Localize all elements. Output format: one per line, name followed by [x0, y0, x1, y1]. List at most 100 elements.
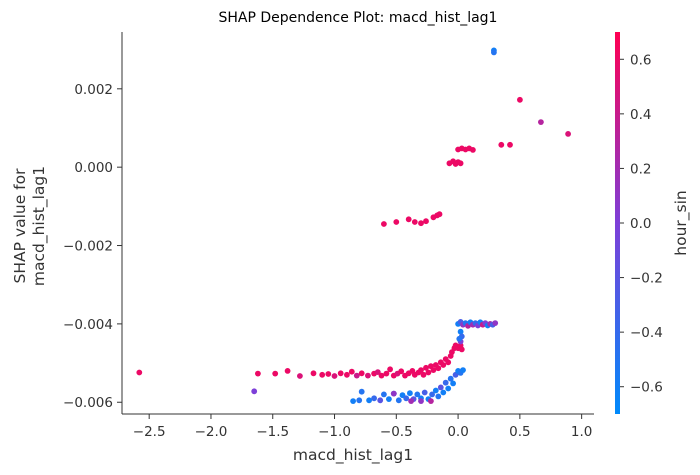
data-point [374, 369, 381, 375]
data-point [371, 395, 377, 402]
x-tick-label: 0.0 [447, 424, 468, 440]
data-point [378, 372, 385, 379]
y-tick-label: −0.002 [63, 239, 113, 255]
data-point [387, 366, 393, 373]
data-point [440, 362, 447, 368]
x-tick-label: 0.5 [509, 424, 530, 440]
data-point [498, 141, 505, 148]
data-point [507, 141, 513, 148]
data-point [420, 371, 427, 378]
data-point [366, 397, 372, 404]
colorbar-ticks: −0.6 −0.4 −0.2 0.0 0.2 0.4 0.6 [620, 52, 663, 396]
data-point [381, 221, 387, 227]
chart-title: SHAP Dependence Plot: macd_hist_lag1 [219, 10, 498, 26]
data-point [423, 218, 429, 225]
data-point [407, 390, 413, 397]
colorbar [615, 32, 620, 414]
data-point [381, 391, 387, 398]
data-point [325, 371, 332, 377]
x-tick-label: −1.5 [256, 424, 289, 440]
data-point [310, 370, 317, 377]
data-point [447, 375, 454, 382]
data-point [356, 397, 363, 404]
data-point [460, 367, 466, 373]
data-point [377, 397, 384, 404]
data-point [348, 368, 355, 375]
y-tick-label: 0.000 [74, 160, 113, 176]
data-point [456, 335, 463, 342]
data-point [136, 369, 143, 376]
data-point [284, 368, 291, 374]
data-point [428, 398, 434, 404]
data-point [383, 370, 390, 377]
data-point [445, 359, 452, 366]
y-tick-label: −0.006 [63, 395, 113, 411]
data-point [418, 398, 424, 404]
x-tick-label: −1.0 [318, 424, 351, 440]
colorbar-tick-label: −0.4 [630, 325, 663, 341]
x-axis-label: macd_hist_lag1 [293, 446, 413, 465]
data-point [432, 387, 439, 394]
y-axis-label-line-1: SHAP value for [11, 168, 29, 284]
data-point [440, 389, 447, 396]
data-point [418, 367, 424, 373]
colorbar-tick-label: 0.0 [630, 216, 651, 232]
x-tick-label: 1.0 [571, 424, 592, 440]
colorbar-label: hour_sin [672, 190, 691, 255]
data-point [425, 369, 432, 376]
y-tick-label: −0.004 [63, 317, 113, 333]
scatter-points [136, 47, 571, 404]
data-point [405, 216, 412, 223]
data-point [353, 372, 360, 379]
data-point [255, 370, 261, 377]
x-tick-label: −0.5 [380, 424, 413, 440]
data-point [435, 393, 442, 400]
y-tick-label: 0.002 [74, 82, 113, 98]
data-point [517, 96, 523, 103]
data-point [458, 346, 465, 353]
colorbar-tick-label: −0.2 [630, 271, 663, 287]
x-tick-label: −2.5 [133, 424, 166, 440]
data-point [457, 160, 464, 167]
data-point [331, 373, 338, 379]
data-point [492, 320, 499, 326]
data-point [450, 380, 456, 387]
data-point [538, 119, 544, 125]
data-point [365, 372, 371, 379]
data-point [457, 328, 464, 335]
data-point [390, 390, 397, 397]
data-point [445, 385, 452, 392]
data-point [414, 391, 421, 398]
data-point [442, 379, 449, 386]
data-point [408, 398, 414, 404]
data-point [470, 147, 476, 153]
data-point [358, 388, 365, 395]
data-point [436, 211, 443, 218]
data-point [403, 395, 410, 402]
data-point [430, 367, 437, 373]
data-point [319, 371, 326, 378]
y-axis-ticks: −0.006 −0.004 −0.002 0.000 0.002 [63, 82, 122, 411]
data-point [297, 373, 303, 379]
data-point [395, 397, 402, 404]
data-point [344, 371, 350, 378]
data-point [421, 389, 428, 396]
data-point [393, 219, 400, 225]
data-point [386, 396, 392, 402]
data-point [272, 370, 279, 377]
data-point [418, 220, 424, 227]
data-point [358, 370, 365, 377]
colorbar-tick-label: 0.4 [630, 107, 651, 123]
data-point [429, 391, 435, 398]
data-point [423, 364, 429, 371]
colorbar-tick-label: 0.6 [630, 52, 651, 68]
data-point [337, 370, 344, 377]
data-point [565, 131, 571, 137]
x-axis-ticks: −2.5 −2.0 −1.5 −1.0 −0.5 0.0 0.5 1.0 [133, 414, 592, 440]
y-axis-label-line-2: macd_hist_lag1 [30, 166, 49, 286]
data-point [435, 365, 442, 372]
data-point [491, 49, 497, 56]
x-tick-label: −2.0 [195, 424, 228, 440]
colorbar-tick-label: 0.2 [630, 161, 651, 177]
